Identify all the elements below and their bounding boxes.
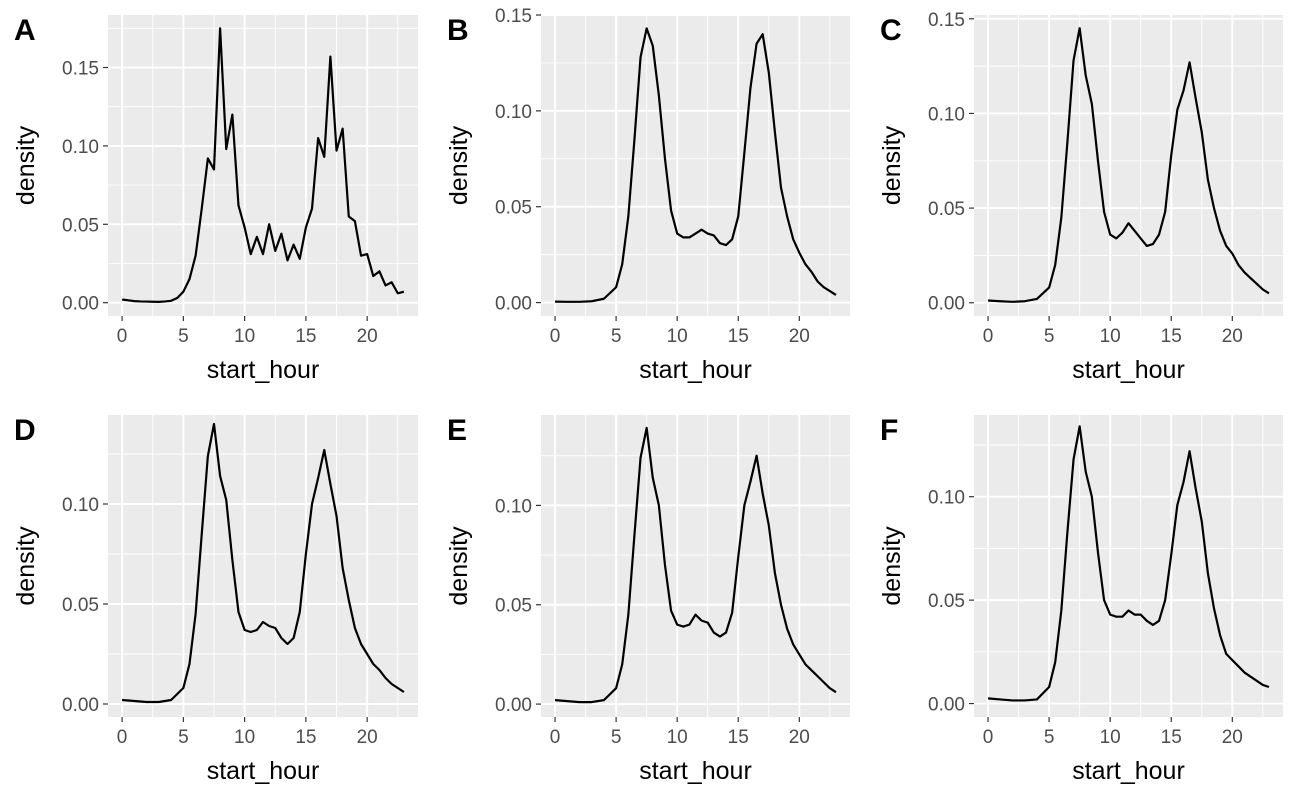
- x-axis-title: start_hour: [639, 757, 752, 785]
- x-tick-label: 20: [789, 727, 810, 748]
- plot-background: [974, 415, 1283, 717]
- y-tick-label: 0.05: [495, 198, 532, 219]
- y-tick-label: 0.10: [62, 495, 99, 516]
- x-tick-label: 0: [550, 727, 561, 748]
- x-tick-label: 0: [117, 326, 128, 347]
- x-tick-label: 15: [1161, 727, 1182, 748]
- panel-f: 0 5 10 15 20 0.00 0.05 0.10 start_hour density F: [878, 414, 1283, 785]
- density-curve: [987, 27, 1270, 303]
- panel-e: 0 5 10 15 20 0.00 0.05 0.10 start_hour density E: [445, 414, 850, 785]
- x-tick-label: 0: [117, 727, 128, 748]
- panel-c: 0 5 10 15 20 0.00 0.05 0.10 0.15 start_hour densit…: [878, 10, 1283, 384]
- y-tick-label: 0.05: [928, 199, 965, 220]
- y-axis-title: density: [878, 526, 906, 606]
- y-tick-label: 0.15: [495, 6, 532, 27]
- y-tick-label: 0.05: [495, 596, 532, 617]
- density-curve: [987, 425, 1270, 702]
- x-tick-label: 20: [789, 326, 810, 347]
- x-tick-label: 5: [611, 326, 622, 347]
- x-tick-label: 20: [357, 727, 378, 748]
- y-tick-label: 0.05: [62, 215, 99, 236]
- y-tick-label: 0.00: [495, 294, 532, 315]
- y-tick-label: 0.00: [62, 294, 99, 315]
- panel-b: 0 5 10 15 20 0.00 0.05 0.10 0.15 start_hour densit…: [445, 6, 850, 384]
- x-axis-title: start_hour: [1072, 757, 1185, 785]
- x-tick-label: 15: [295, 326, 316, 347]
- x-tick-label: 0: [983, 727, 994, 748]
- x-axis-title: start_hour: [207, 757, 320, 785]
- panel-label: D: [14, 414, 36, 447]
- x-axis-title: start_hour: [1072, 356, 1185, 384]
- density-curve: [555, 27, 837, 303]
- panel-label: B: [447, 14, 469, 47]
- x-tick-label: 10: [234, 727, 255, 748]
- x-tick-label: 15: [728, 326, 749, 347]
- y-tick-label: 0.15: [928, 10, 965, 31]
- panel-label: A: [14, 14, 36, 47]
- x-tick-label: 5: [178, 326, 189, 347]
- panel-label: C: [880, 14, 902, 47]
- x-tick-label: 20: [1222, 727, 1243, 748]
- y-tick-label: 0.10: [928, 488, 965, 509]
- plot-background: [108, 415, 418, 717]
- x-tick-label: 15: [728, 727, 749, 748]
- x-tick-label: 10: [667, 326, 688, 347]
- x-tick-label: 0: [550, 326, 561, 347]
- y-tick-label: 0.00: [62, 695, 99, 716]
- x-tick-label: 5: [1044, 326, 1055, 347]
- x-tick-label: 10: [1100, 727, 1121, 748]
- plot-background: [541, 415, 850, 717]
- y-axis-title: density: [12, 526, 40, 606]
- plot-background: [541, 15, 850, 316]
- panel-label: E: [447, 414, 467, 447]
- x-tick-label: 5: [178, 727, 189, 748]
- y-axis-title: density: [445, 125, 473, 205]
- y-tick-label: 0.10: [928, 104, 965, 125]
- y-tick-label: 0.15: [62, 59, 99, 80]
- x-tick-label: 20: [1222, 326, 1243, 347]
- x-tick-label: 5: [611, 727, 622, 748]
- panel-label: F: [880, 414, 898, 447]
- x-axis-title: start_hour: [207, 356, 320, 384]
- x-tick-label: 15: [295, 727, 316, 748]
- density-curve: [121, 27, 405, 303]
- y-tick-label: 0.10: [495, 496, 532, 517]
- y-tick-label: 0.00: [928, 294, 965, 315]
- x-axis-title: start_hour: [639, 356, 752, 384]
- panel-d: 0 5 10 15 20 0.00 0.05 0.10 start_hour density D: [12, 414, 418, 785]
- y-axis-title: density: [878, 125, 906, 205]
- y-tick-label: 0.10: [495, 102, 532, 123]
- y-axis-title: density: [12, 125, 40, 205]
- x-tick-label: 0: [983, 326, 994, 347]
- x-tick-label: 15: [1161, 326, 1182, 347]
- x-tick-label: 20: [357, 326, 378, 347]
- y-tick-label: 0.00: [928, 695, 965, 716]
- density-curve: [122, 422, 405, 704]
- x-tick-label: 10: [234, 326, 255, 347]
- x-tick-label: 5: [1044, 727, 1055, 748]
- density-curve: [554, 426, 837, 704]
- y-tick-label: 0.00: [495, 695, 532, 716]
- plot-background: [974, 15, 1283, 316]
- x-tick-label: 10: [1100, 326, 1121, 347]
- panel-a: 0 5 10 15 20 0.00 0.05 0.10 0.15 start_hour densit…: [12, 14, 418, 384]
- y-tick-label: 0.05: [928, 591, 965, 612]
- y-axis-title: density: [445, 526, 473, 606]
- y-tick-label: 0.05: [62, 595, 99, 616]
- y-tick-label: 0.10: [62, 137, 99, 158]
- x-tick-label: 10: [667, 727, 688, 748]
